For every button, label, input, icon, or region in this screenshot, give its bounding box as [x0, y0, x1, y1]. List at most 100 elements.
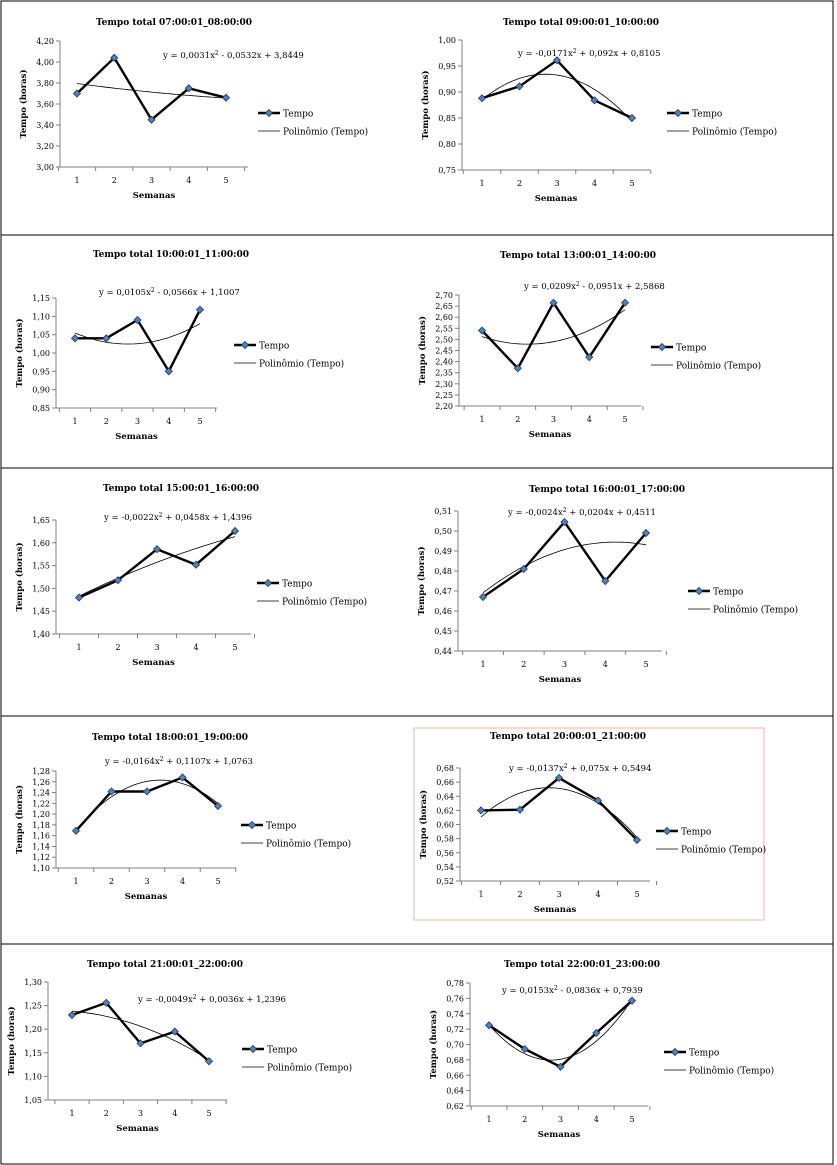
data-point — [221, 93, 231, 102]
y-tick-label: 3,20 — [36, 142, 54, 151]
chart-panel: Tempo total 13:00:01_14:00:00 2,20 2,25 2,3… — [417, 251, 761, 440]
y-tick-label: 1,65 — [32, 516, 50, 525]
y-tick-label: 1,25 — [24, 1002, 42, 1011]
x-axis-label: Semanas — [115, 432, 158, 442]
series-line — [481, 300, 627, 371]
x-tick-label: 5 — [643, 660, 648, 669]
y-tick-label: 1,30 — [24, 978, 42, 987]
y-tick-label: 0,76 — [446, 994, 464, 1003]
legend-series-marker — [248, 1044, 258, 1054]
y-tick-label: 0,49 — [434, 547, 452, 556]
data-point — [164, 367, 173, 376]
legend: Tempo Polinômio (Tempo) — [258, 108, 368, 138]
x-tick-label: 4 — [172, 1109, 177, 1118]
trendline — [488, 999, 633, 1061]
chart-panel: Tempo total 09:00:01_10:00:00 0,75 0,80 0,8… — [420, 18, 777, 204]
y-tick-label: 2,20 — [435, 402, 453, 411]
trendline-equation: y = 0,0105x2 - 0,0566x + 1,1007 — [98, 287, 240, 299]
y-tick-label: 1,00 — [32, 349, 50, 358]
y-axis-label: Tempo (horas) — [18, 70, 29, 139]
trendline-equation: y = 0,0209x2 - 0,0951x + 2,5868 — [523, 281, 665, 293]
data-point — [632, 835, 642, 845]
chart-panel: Tempo total 16:00:01_17:00:00 0,44 0,45 0,4… — [416, 485, 798, 685]
x-tick-label: 2 — [112, 176, 117, 185]
trendline-equation: y = -0,0137x2 + 0,075x + 0,5494 — [508, 763, 652, 775]
x-tick-label: 2 — [115, 643, 120, 652]
data-point — [107, 787, 116, 796]
x-tick-label: 5 — [622, 415, 627, 424]
y-axis-label: Tempo (horas) — [416, 547, 427, 616]
x-tick-label: 5 — [232, 643, 237, 652]
x-tick-label: 4 — [595, 890, 600, 899]
y-tick-label: 0,66 — [436, 778, 454, 787]
y-axis-label: Tempo (horas) — [428, 1010, 439, 1079]
legend-series-label: Tempo — [692, 110, 722, 120]
y-axis-label: Tempo (horas) — [14, 319, 25, 388]
legend: Tempo Polinômio (Tempo) — [234, 340, 344, 370]
y-tick-label: 2,35 — [435, 369, 453, 378]
data-point — [477, 94, 487, 103]
y-tick-label: 0,95 — [438, 62, 456, 71]
data-point — [601, 576, 610, 586]
y-tick-label: 1,05 — [32, 331, 50, 340]
x-tick-label: 4 — [186, 176, 191, 185]
chart-title: Tempo total 16:00:01_17:00:00 — [529, 485, 685, 495]
data-point — [519, 564, 528, 574]
chart-title: Tempo total 09:00:01_10:00:00 — [503, 18, 659, 28]
legend: Tempo Polinômio (Tempo) — [242, 1044, 352, 1074]
x-tick-label: 1 — [479, 179, 484, 188]
y-axis-label: Tempo (horas) — [420, 71, 431, 140]
legend-series-marker — [263, 578, 273, 588]
chart-title: Tempo total 20:00:01_21:00:00 — [490, 732, 646, 742]
data-point — [478, 592, 488, 602]
chart-title: Tempo total 07:00:01_08:00:00 — [96, 18, 252, 28]
chart-title: Tempo total 13:00:01_14:00:00 — [500, 251, 656, 261]
y-tick-label: 3,60 — [36, 100, 54, 109]
legend-series-marker — [670, 1047, 680, 1057]
trendline — [481, 73, 633, 122]
legend-series-marker — [247, 820, 257, 830]
y-tick-label: 2,30 — [435, 380, 453, 389]
y-tick-label: 0,54 — [436, 863, 454, 872]
y-tick-label: 1,16 — [32, 832, 50, 841]
legend-series-label: Tempo — [681, 828, 711, 838]
x-tick-label: 2 — [104, 1109, 109, 1118]
y-tick-label: 1,10 — [32, 864, 50, 873]
x-tick-label: 5 — [629, 1115, 634, 1124]
series-line — [480, 776, 638, 841]
y-tick-label: 0,48 — [434, 567, 452, 576]
chart-title: Tempo total 10:00:01_11:00:00 — [93, 250, 249, 260]
y-tick-label: 2,60 — [435, 313, 453, 322]
y-tick-label: 1,12 — [32, 853, 50, 862]
y-tick-label: 0,74 — [446, 1010, 464, 1019]
y-tick-label: 1,24 — [32, 789, 50, 798]
data-point — [195, 305, 205, 314]
x-tick-label: 3 — [135, 417, 140, 426]
data-point — [213, 801, 223, 811]
data-point — [230, 526, 240, 536]
y-tick-label: 1,20 — [32, 810, 50, 819]
legend-series-marker — [673, 108, 683, 118]
data-point — [476, 806, 486, 815]
y-tick-label: 0,95 — [32, 367, 50, 376]
y-tick-label: 1,45 — [32, 607, 50, 616]
y-tick-label: 0,68 — [436, 764, 454, 773]
y-tick-label: 3,80 — [36, 79, 54, 88]
x-tick-label: 4 — [180, 877, 185, 886]
legend-trend-label: Polinômio (Tempo) — [282, 597, 367, 608]
data-point — [184, 84, 193, 93]
trendline — [481, 309, 626, 345]
y-tick-label: 1,55 — [32, 562, 50, 571]
trendline — [76, 83, 227, 99]
y-tick-label: 0,66 — [446, 1071, 464, 1080]
data-point — [641, 528, 651, 538]
data-point — [620, 298, 630, 307]
chart-title: Tempo total 22:00:01_23:00:00 — [504, 960, 660, 970]
x-tick-label: 3 — [149, 176, 154, 185]
legend-trend-label: Polinômio (Tempo) — [283, 127, 368, 138]
x-tick-label: 2 — [517, 179, 522, 188]
x-tick-label: 5 — [215, 877, 220, 886]
legend-series-marker — [662, 826, 672, 836]
y-tick-label: 1,15 — [32, 294, 50, 303]
